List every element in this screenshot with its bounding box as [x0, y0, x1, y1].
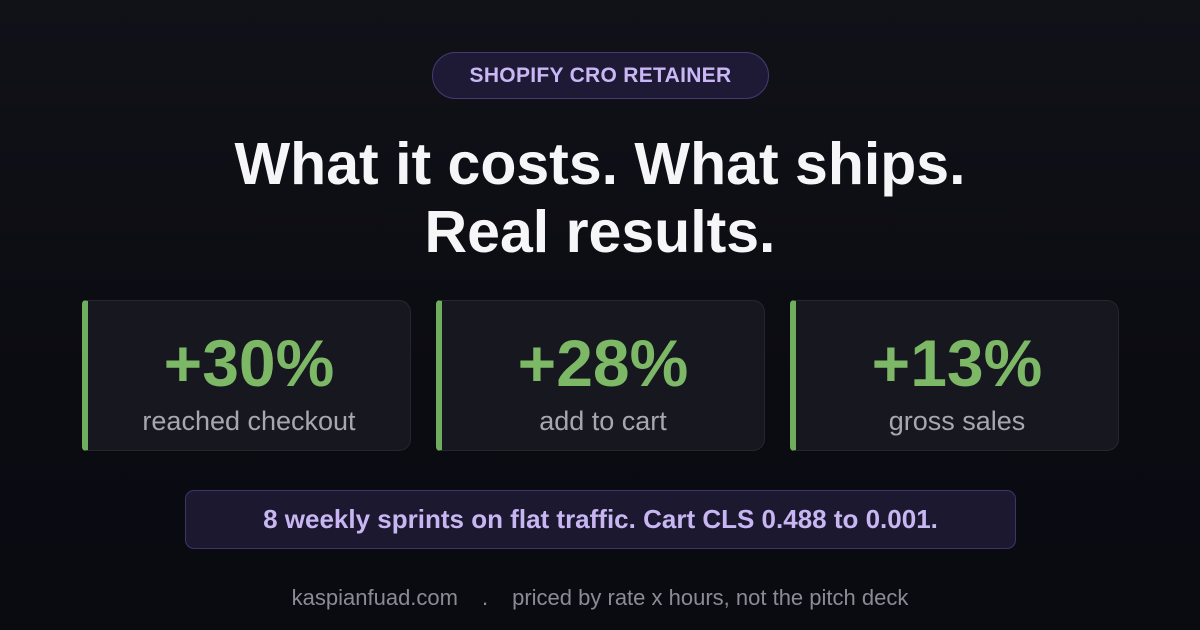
stat-label: reached checkout [142, 406, 356, 436]
stat-card-gross-sales: +13% gross sales [790, 300, 1119, 451]
stat-label: gross sales [888, 406, 1026, 436]
summary-callout-text: 8 weekly sprints on flat traffic. Cart C… [263, 504, 938, 534]
headline: What it costs. What ships. Real results. [0, 130, 1200, 266]
category-badge-label: SHOPIFY CRO RETAINER [469, 63, 732, 87]
footer-tagline: priced by rate x hours, not the pitch de… [512, 585, 909, 610]
stat-value: +30% [163, 326, 335, 400]
category-badge: SHOPIFY CRO RETAINER [432, 52, 769, 99]
headline-line-1: What it costs. What ships. [234, 131, 966, 197]
footer: kaspianfuad.com. priced by rate x hours, … [0, 584, 1200, 612]
stats-row: +30% reached checkout +28% add to cart +… [82, 300, 1119, 451]
stat-value: +13% [871, 326, 1043, 400]
stat-value: +28% [517, 326, 689, 400]
stat-label: add to cart [539, 406, 667, 436]
headline-line-2: Real results. [424, 199, 776, 265]
stat-card-add-to-cart: +28% add to cart [436, 300, 765, 451]
footer-site: kaspianfuad.com [291, 585, 458, 610]
summary-callout: 8 weekly sprints on flat traffic. Cart C… [185, 490, 1016, 549]
footer-separator: . [481, 585, 489, 610]
stat-card-checkout: +30% reached checkout [82, 300, 411, 451]
